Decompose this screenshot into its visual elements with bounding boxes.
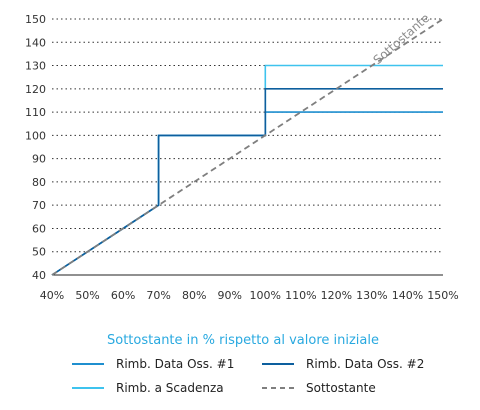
y-tick-label: 120 [25, 83, 46, 96]
x-tick-label: 140% [392, 289, 423, 302]
x-tick-label: 110% [285, 289, 316, 302]
y-tick-label: 110 [25, 106, 46, 119]
legend-label: Rimb. Data Oss. #1 [116, 357, 234, 371]
sottostante-annotation: Sottostante [370, 11, 432, 67]
series-line-1 [51, 111, 443, 276]
series-lines [51, 18, 444, 276]
legend-label: Rimb. Data Oss. #2 [306, 357, 424, 371]
y-tick-label: 100 [25, 129, 46, 142]
x-axis-label: Sottostante in % rispetto al valore iniz… [107, 333, 379, 348]
series-line-3 [51, 64, 443, 276]
x-tick-label: 50% [75, 289, 99, 302]
x-tick-label: 70% [146, 289, 170, 302]
x-tick-label: 150% [427, 289, 458, 302]
x-tick-label: 60% [111, 289, 135, 302]
x-tick-label: 40% [40, 289, 64, 302]
y-tick-labels: 40 50 60 70 80 90 100 110 120 130 140 150 [25, 13, 46, 282]
y-tick-label: 80 [32, 176, 46, 189]
x-tick-label: 90% [218, 289, 242, 302]
x-tick-label: 120% [321, 289, 352, 302]
series-line-4 [51, 18, 444, 276]
y-tick-label: 140 [25, 36, 46, 49]
y-tick-label: 50 [32, 246, 46, 259]
y-tick-label: 40 [32, 269, 46, 282]
y-tick-label: 150 [25, 13, 46, 26]
x-tick-label: 80% [182, 289, 206, 302]
legend: Rimb. Data Oss. #1 Rimb. Data Oss. #2 Rimb… [72, 357, 424, 395]
y-tick-label: 130 [25, 60, 46, 73]
x-tick-label: 130% [356, 289, 387, 302]
legend-label: Rimb. a Scadenza [116, 381, 224, 395]
y-tick-label: 60 [32, 222, 46, 235]
series-line-2 [51, 88, 443, 276]
y-tick-label: 90 [32, 153, 46, 166]
y-tick-label: 70 [32, 199, 46, 212]
x-tick-label: 100% [250, 289, 281, 302]
x-tick-labels: 40% 50% 60% 70% 80% 90% 100% 110% 120% 130% 140% 15… [40, 289, 459, 302]
legend-label: Sottostante [306, 381, 376, 395]
